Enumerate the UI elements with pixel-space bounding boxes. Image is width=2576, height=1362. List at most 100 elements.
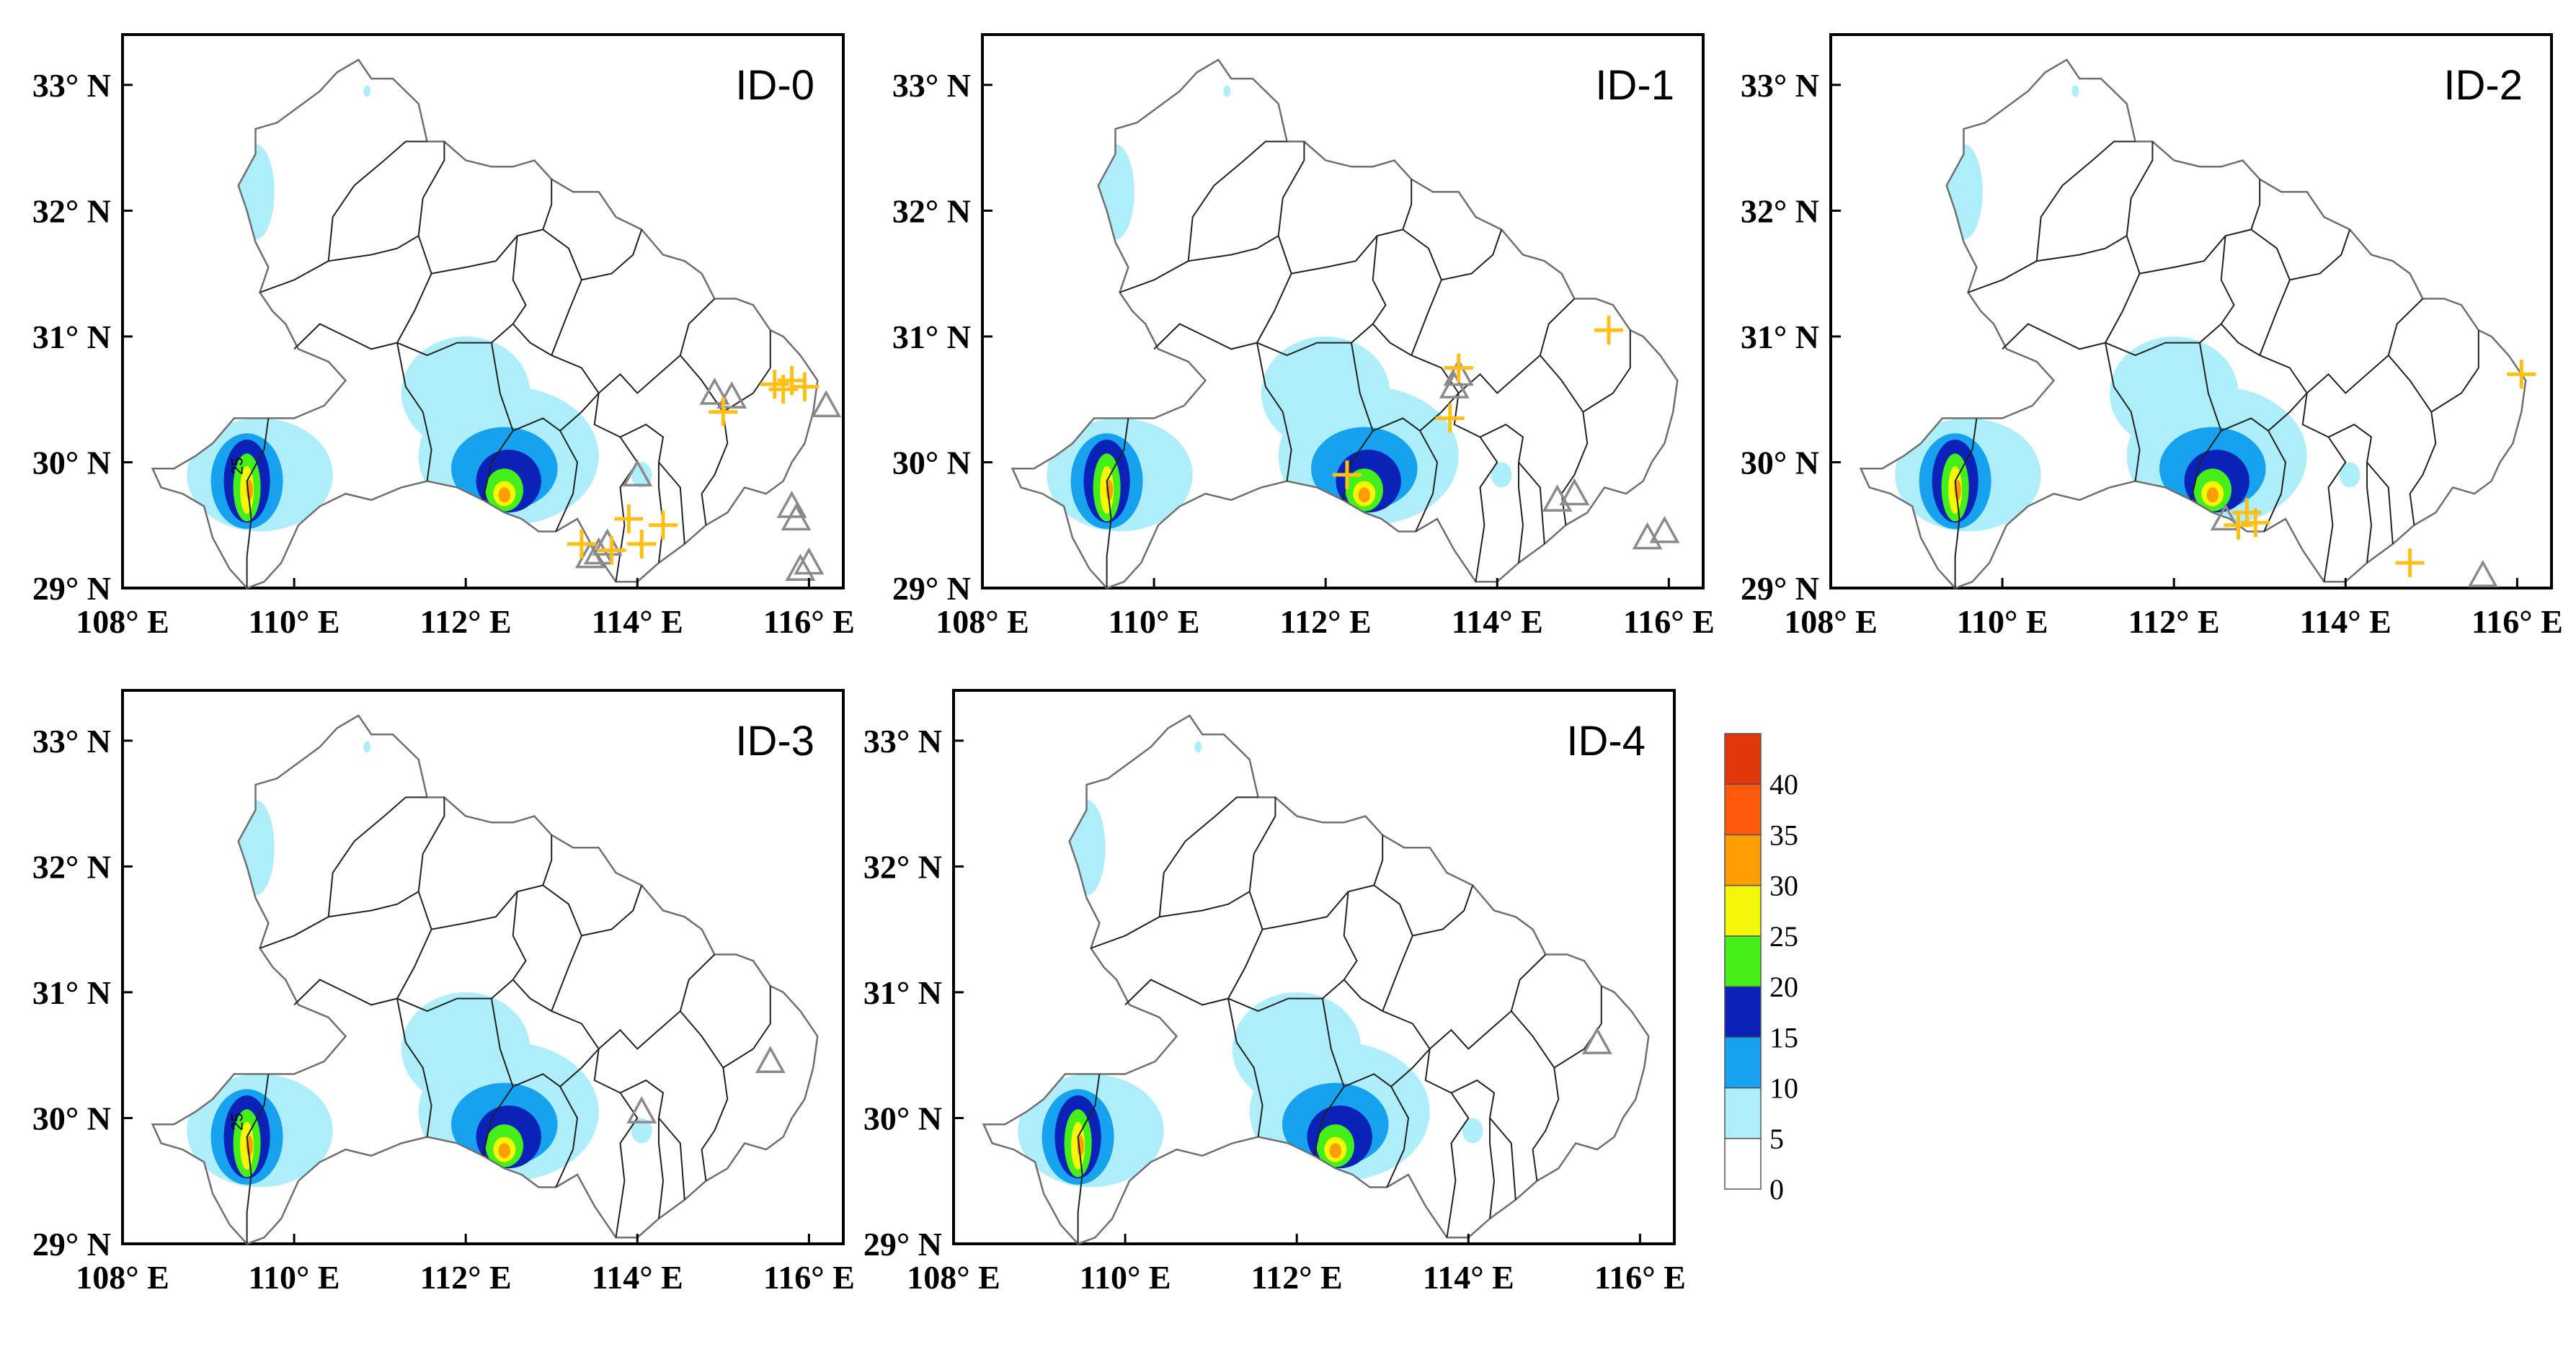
prefecture-border: [512, 236, 527, 325]
prefecture-border: [2388, 355, 2437, 525]
precip-field: [1895, 143, 2360, 532]
triangle-marker: [1649, 515, 1680, 543]
cross-marker: [709, 397, 738, 427]
x-tick-label: 116° E: [1594, 1259, 1686, 1296]
x-tick-label: 110° E: [1109, 603, 1200, 640]
x-tick-label: 108° E: [76, 603, 169, 640]
y-tick-label: 32° N: [863, 848, 942, 885]
colorbar-label: 20: [1769, 971, 1798, 1003]
prefecture-border: [2301, 393, 2394, 544]
precip-contour: [1358, 487, 1371, 503]
cross-marker: [1444, 353, 1473, 383]
y-tick-label: 33° N: [32, 723, 111, 760]
cross-marker: [2232, 498, 2262, 528]
prefecture-border: [1313, 1048, 1431, 1157]
prefecture-border: [551, 953, 716, 1050]
lake-marker: [363, 85, 371, 97]
cross-marker: [567, 529, 596, 558]
prefecture-border: [722, 986, 771, 1069]
panel-title: ID-2: [2443, 62, 2523, 109]
x-tick-label: 116° E: [763, 1259, 855, 1296]
x-tick-label: 110° E: [249, 1259, 340, 1296]
prefecture-border: [2323, 436, 2347, 582]
x-tick-label: 112° E: [420, 603, 512, 640]
prefecture-border: [512, 891, 527, 981]
prefecture-border: [1511, 1010, 1560, 1181]
map-panel-2: ID-2 108° E 110° E 112° E 114° E 116° E 29° N 3…: [1741, 33, 2563, 640]
prefecture-border: [1415, 430, 1439, 532]
y-tick-label: 31° N: [863, 974, 942, 1011]
prefecture-border: [2105, 342, 2141, 481]
cross-marker: [627, 529, 657, 558]
precip-contour: [2339, 462, 2360, 488]
prefecture-border: [1446, 1092, 1470, 1238]
precip-contour: [2206, 487, 2219, 503]
panel-title: ID-3: [735, 718, 814, 765]
y-tick-label: 29° N: [32, 570, 111, 607]
prefecture-border: [2220, 236, 2235, 325]
province-outline: [1011, 58, 1679, 589]
triangle-marker: [2467, 559, 2498, 587]
prefecture-border: [259, 235, 419, 293]
prefecture-border: [490, 342, 514, 432]
map-panel-3: 25 ID-3 108° E 110° E 112° E 114° E 116° E 29° …: [32, 689, 855, 1296]
prefecture-border: [1475, 436, 1498, 582]
x-tick-label: 112° E: [2128, 603, 2220, 640]
prefecture-border: [2198, 342, 2222, 432]
precip-contour: [498, 487, 511, 503]
colorbar-swatch: [1724, 834, 1762, 886]
panel-title: ID-1: [1595, 62, 1674, 109]
x-tick-label: 114° E: [1452, 603, 1543, 640]
triangle-marker: [716, 381, 747, 409]
colorbar-label: 30: [1769, 870, 1798, 902]
prefecture-border: [1412, 885, 1474, 937]
prefecture-border: [2366, 462, 2373, 564]
prefecture-border: [246, 1074, 270, 1244]
prefecture-border: [1411, 298, 1576, 394]
prefecture-border: [581, 229, 643, 281]
triangle-marker: [781, 503, 812, 531]
cross-marker: [649, 510, 678, 540]
prefecture-border: [327, 796, 427, 917]
x-tick-label: 110° E: [249, 603, 340, 640]
prefecture-border: [615, 1092, 639, 1238]
colorbar-label: 15: [1769, 1021, 1798, 1054]
prefecture-border: [490, 998, 514, 1087]
y-tick-label: 33° N: [892, 67, 971, 104]
y-tick-label: 33° N: [32, 67, 111, 104]
y-tick-label: 31° N: [892, 319, 971, 355]
prefecture-border: [482, 1048, 600, 1157]
prefecture-border: [1968, 235, 2128, 293]
prefecture-border: [615, 436, 639, 582]
x-tick-label: 116° E: [1623, 603, 1715, 640]
triangle-marker: [574, 540, 605, 569]
prefecture-border: [658, 462, 665, 564]
y-tick-label: 33° N: [1741, 67, 1819, 104]
prefecture-border: [1227, 998, 1263, 1137]
y-tick-label: 32° N: [32, 192, 111, 229]
precip-contour: [498, 1143, 511, 1159]
x-tick-label: 114° E: [592, 603, 683, 640]
triangle-marker: [776, 490, 807, 518]
prefecture-border: [2035, 141, 2136, 262]
y-tick-label: 30° N: [1741, 444, 1819, 481]
colorbar-swatch: [1724, 1036, 1762, 1089]
triangle-marker: [1443, 358, 1474, 386]
prefecture-border: [1424, 1049, 1516, 1200]
triangle-marker: [811, 390, 842, 418]
x-tick-label: 114° E: [2300, 603, 2391, 640]
prefecture-border: [1382, 953, 1547, 1050]
x-tick-label: 112° E: [1280, 603, 1372, 640]
prefecture-border: [722, 330, 771, 413]
prefecture-border: [1343, 891, 1358, 981]
prefecture-border: [555, 1086, 579, 1188]
prefecture-border: [658, 1118, 665, 1219]
map-panel-1: ID-1 108° E 110° E 112° E 114° E 116° E 29° N 3…: [892, 33, 1715, 640]
colorbar-label: 35: [1769, 819, 1798, 851]
prefecture-border: [2259, 298, 2424, 394]
prefecture-border: [1119, 235, 1279, 293]
lake-marker: [1223, 85, 1231, 97]
prefecture-border: [293, 323, 398, 350]
prefecture-border: [1372, 236, 1387, 325]
